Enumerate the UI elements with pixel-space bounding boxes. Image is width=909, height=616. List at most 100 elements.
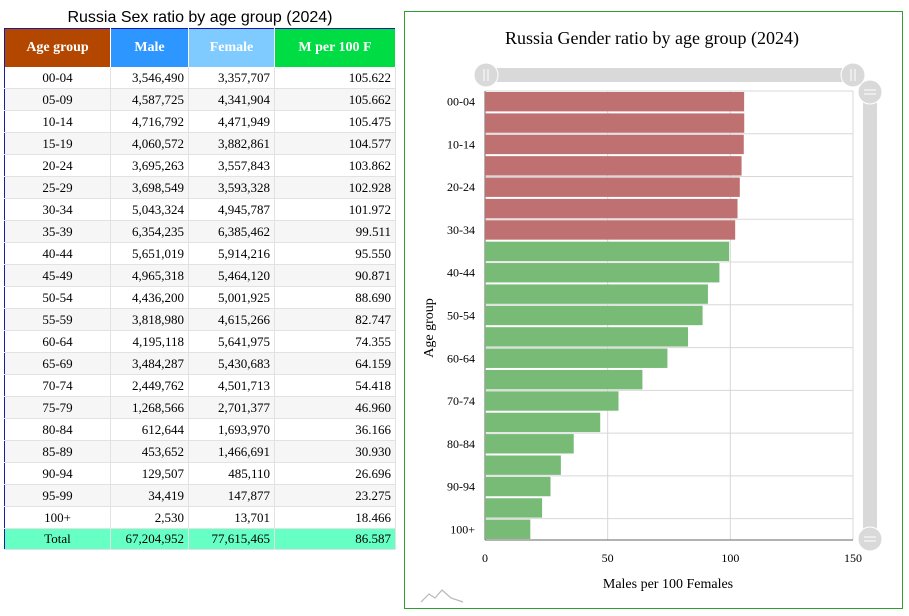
x-scrollbar-track[interactable]	[477, 68, 857, 82]
cell-female: 3,882,861	[188, 132, 275, 155]
cell-female: 13,701	[188, 506, 275, 529]
chart-panel: Russia Gender ratio by age group (2024) …	[404, 11, 903, 609]
cell-age-group: 15-19	[4, 132, 111, 155]
cell-male: 2,530	[110, 506, 189, 529]
mountain-logo-icon	[420, 589, 464, 603]
cell-ratio: 105.662	[274, 88, 396, 111]
y-zoom-scrollbar[interactable]	[857, 79, 883, 552]
table-row: 45-49 4,965,318 5,464,120 90.871	[4, 264, 396, 287]
x-tick-label: 150	[844, 551, 862, 565]
header-male[interactable]: Male	[110, 28, 189, 67]
table-total-row: Total 67,204,952 77,615,465 86.587	[4, 528, 396, 550]
ticks-layer: 0 50 100 150 00-04 10-14 20-24 30-34 40-44 50-54 6…	[447, 95, 862, 565]
cell-ratio: 26.696	[274, 462, 396, 485]
bar-75-79[interactable]	[485, 412, 601, 433]
bar-65-69[interactable]	[485, 369, 643, 390]
y-tick-label: 00-04	[447, 95, 475, 109]
y-scrollbar-bottom-handle[interactable]	[857, 526, 883, 552]
bar-95-99[interactable]	[485, 498, 543, 518]
cell-ratio: 30.930	[274, 440, 396, 463]
cell-female: 4,471,949	[188, 110, 275, 133]
cell-female: 4,501,713	[188, 374, 275, 397]
bar-90-94[interactable]	[485, 476, 551, 497]
bar-45-49[interactable]	[485, 284, 708, 304]
bar-20-24[interactable]	[485, 177, 740, 197]
cell-female: 147,877	[188, 484, 275, 507]
cell-ratio: 74.355	[274, 330, 396, 353]
bar-30-34[interactable]	[485, 220, 736, 240]
cell-age-group: 75-79	[4, 396, 111, 419]
cell-female: 2,701,377	[188, 396, 275, 419]
bar-40-44[interactable]	[485, 263, 720, 283]
cell-ratio: 36.166	[274, 418, 396, 441]
table-row: 40-44 5,651,019 5,914,216 95.550	[4, 242, 396, 265]
x-scrollbar-right-handle[interactable]	[840, 62, 866, 88]
header-female[interactable]: Female	[188, 28, 275, 67]
bar-00-04[interactable]	[485, 92, 745, 112]
bar-100+[interactable]	[485, 519, 531, 539]
y-axis-label: Age group	[422, 298, 437, 358]
bar-25-29[interactable]	[485, 198, 738, 219]
x-scrollbar-left-handle[interactable]	[473, 62, 499, 88]
y-tick-label: 100+	[450, 522, 475, 536]
cell-age-group: 90-94	[4, 462, 111, 485]
x-zoom-scrollbar[interactable]	[473, 62, 866, 88]
cell-ratio: 101.972	[274, 198, 396, 221]
bar-15-19[interactable]	[485, 156, 742, 176]
cell-female: 3,357,707	[188, 67, 275, 89]
table-row: 50-54 4,436,200 5,001,925 88.690	[4, 286, 396, 309]
cell-female: 5,464,120	[188, 264, 275, 287]
bar-60-64[interactable]	[485, 348, 668, 368]
cell-age-group: 60-64	[4, 330, 111, 353]
cell-age-group: 40-44	[4, 242, 111, 265]
bar-70-74[interactable]	[485, 391, 619, 411]
cell-ratio: 103.862	[274, 154, 396, 177]
y-scrollbar-top-handle[interactable]	[857, 79, 883, 105]
table-row: 30-34 5,043,324 4,945,787 101.972	[4, 198, 396, 221]
cell-female: 1,466,691	[188, 440, 275, 463]
cell-age-group: 20-24	[4, 154, 111, 177]
bar-85-89[interactable]	[485, 455, 561, 475]
table-row: 95-99 34,419 147,877 23.275	[4, 484, 396, 507]
bar-80-84[interactable]	[485, 434, 574, 454]
header-age-group[interactable]: Age group	[4, 28, 111, 67]
cell-male: 1,268,566	[110, 396, 189, 419]
sex-ratio-table-panel: Russia Sex ratio by age group (2024) Age…	[4, 8, 396, 550]
cell-female: 4,341,904	[188, 88, 275, 111]
cell-ratio: 23.275	[274, 484, 396, 507]
bar-05-09[interactable]	[485, 113, 745, 133]
cell-ratio: 105.475	[274, 110, 396, 133]
cell-age-group: 55-59	[4, 308, 111, 331]
bar-55-59[interactable]	[485, 327, 689, 347]
cell-male: 4,195,118	[110, 330, 189, 353]
cell-male: 3,698,549	[110, 176, 189, 199]
cell-male: 3,484,287	[110, 352, 189, 375]
y-scrollbar-track[interactable]	[863, 90, 877, 540]
table-row: 15-19 4,060,572 3,882,861 104.577	[4, 132, 396, 155]
table-row: 60-64 4,195,118 5,641,975 74.355	[4, 330, 396, 353]
cell-male: 5,651,019	[110, 242, 189, 265]
bar-10-14[interactable]	[485, 134, 744, 155]
y-tick-label: 80-84	[447, 437, 475, 451]
cell-age-group: 45-49	[4, 264, 111, 287]
bar-50-54[interactable]	[485, 305, 703, 326]
y-tick-label: 10-14	[447, 137, 475, 151]
cell-age-group: 05-09	[4, 88, 111, 111]
total-female: 77,615,465	[188, 528, 275, 550]
table-row: 100+ 2,530 13,701 18.466	[4, 506, 396, 529]
cell-male: 3,695,263	[110, 154, 189, 177]
cell-ratio: 95.550	[274, 242, 396, 265]
table-title: Russia Sex ratio by age group (2024)	[67, 9, 333, 26]
cell-female: 485,110	[188, 462, 275, 485]
cell-ratio: 99.511	[274, 220, 396, 243]
cell-female: 5,001,925	[188, 286, 275, 309]
gender-ratio-chart: Russia Gender ratio by age group (2024) …	[420, 28, 883, 603]
bar-35-39[interactable]	[485, 241, 730, 262]
cell-ratio: 88.690	[274, 286, 396, 309]
table-row: 10-14 4,716,792 4,471,949 105.475	[4, 110, 396, 133]
table-row: 65-69 3,484,287 5,430,683 64.159	[4, 352, 396, 375]
x-tick-label: 100	[721, 551, 739, 565]
header-ratio[interactable]: M per 100 F	[274, 28, 396, 67]
cell-female: 5,641,975	[188, 330, 275, 353]
x-tick-label: 50	[602, 551, 614, 565]
